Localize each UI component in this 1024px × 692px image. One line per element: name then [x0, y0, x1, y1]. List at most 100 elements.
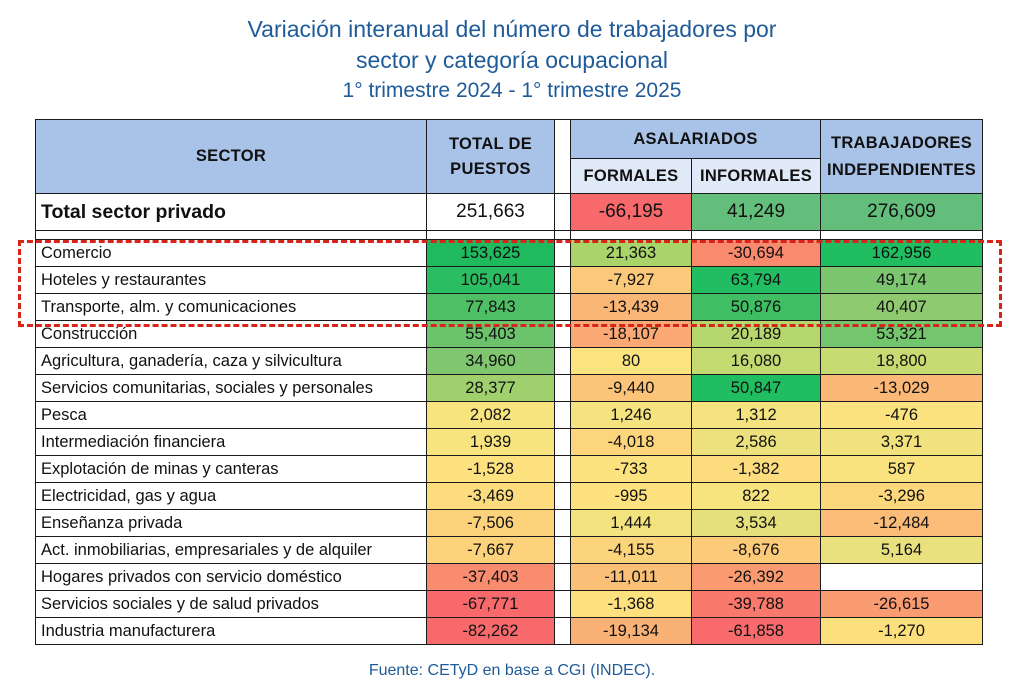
row-sector: Hogares privados con servicio doméstico [35, 563, 427, 591]
row-total: 77,843 [426, 293, 555, 321]
row-informales: 2,586 [691, 428, 821, 456]
row-formales: -4,018 [570, 428, 692, 456]
total-row-independientes: 276,609 [820, 193, 983, 231]
table-body: Comercio 153,625 21,363 -30,694 162,956 Hotel… [35, 239, 983, 645]
row-gap [554, 455, 571, 483]
row-gap [554, 482, 571, 510]
header-formales: FORMALES [570, 158, 692, 194]
row-sector: Construcción [35, 320, 427, 348]
row-gap [554, 374, 571, 402]
row-informales: -8,676 [691, 536, 821, 564]
row-informales: -30,694 [691, 239, 821, 267]
row-sector: Explotación de minas y canteras [35, 455, 427, 483]
row-sector: Hoteles y restaurantes [35, 266, 427, 294]
row-total: 153,625 [426, 239, 555, 267]
table-row: Hoteles y restaurantes 105,041 -7,927 63,79… [35, 266, 983, 294]
table-row: Construcción 55,403 -18,107 20,189 53,321 [35, 320, 983, 348]
row-independientes: 18,800 [820, 347, 983, 375]
row-sector: Industria manufacturera [35, 617, 427, 645]
title-line-3: 1° trimestre 2024 - 1° trimestre 2025 [342, 79, 682, 102]
table-row: Electricidad, gas y agua -3,469 -995 822 -3,… [35, 482, 983, 510]
row-independientes: -12,484 [820, 509, 983, 537]
row-gap [554, 266, 571, 294]
table-row: Pesca 2,082 1,246 1,312 -476 [35, 401, 983, 429]
header-gap [554, 119, 571, 194]
row-total: 28,377 [426, 374, 555, 402]
row-formales: 21,363 [570, 239, 692, 267]
row-independientes: -1,270 [820, 617, 983, 645]
row-gap [554, 563, 571, 591]
row-gap [554, 401, 571, 429]
source-note: Fuente: CETyD en base a CGI (INDEC). [368, 662, 656, 679]
row-independientes: 49,174 [820, 266, 983, 294]
header-total-line2: PUESTOS [450, 159, 531, 178]
total-row-formales: -66,195 [570, 193, 692, 231]
row-informales: 50,847 [691, 374, 821, 402]
row-independientes: -13,029 [820, 374, 983, 402]
total-row-total: 251,663 [426, 193, 555, 231]
row-independientes: -3,296 [820, 482, 983, 510]
row-informales: 63,794 [691, 266, 821, 294]
total-row-gap [554, 193, 571, 231]
row-gap [554, 320, 571, 348]
row-formales: 80 [570, 347, 692, 375]
row-informales: 16,080 [691, 347, 821, 375]
row-independientes: 53,321 [820, 320, 983, 348]
header-asalariados: ASALARIADOS [570, 119, 821, 159]
row-total: -82,262 [426, 617, 555, 645]
row-independientes: 3,371 [820, 428, 983, 456]
total-row-informales: 41,249 [691, 193, 821, 231]
row-informales: -39,788 [691, 590, 821, 618]
table-row: Servicios sociales y de salud privados -6… [35, 590, 983, 618]
row-formales: -18,107 [570, 320, 692, 348]
header-total-line1: TOTAL DE [448, 134, 533, 153]
row-total: -3,469 [426, 482, 555, 510]
row-formales: -11,011 [570, 563, 692, 591]
row-sector: Intermediación financiera [35, 428, 427, 456]
table-row: Enseñanza privada -7,506 1,444 3,534 -12,484 [35, 509, 983, 537]
row-formales: -995 [570, 482, 692, 510]
table-row: Comercio 153,625 21,363 -30,694 162,956 [35, 239, 983, 267]
row-gap [554, 590, 571, 618]
row-total: 105,041 [426, 266, 555, 294]
table-row: Agricultura, ganadería, caza y silvicult… [35, 347, 983, 375]
row-independientes: 40,407 [820, 293, 983, 321]
table-row: Servicios comunitarias, sociales y perso… [35, 374, 983, 402]
table-row: Hogares privados con servicio doméstico -… [35, 563, 983, 591]
row-formales: 1,246 [570, 401, 692, 429]
row-total: -7,506 [426, 509, 555, 537]
header-informales: INFORMALES [691, 158, 821, 194]
separator-row [35, 230, 983, 240]
table-row: Act. inmobiliarias, empresariales y de a… [35, 536, 983, 564]
row-total: -1,528 [426, 455, 555, 483]
row-sector: Act. inmobiliarias, empresariales y de a… [35, 536, 427, 564]
row-sector: Pesca [35, 401, 427, 429]
row-independientes: 162,956 [820, 239, 983, 267]
row-sector: Agricultura, ganadería, caza y silvicult… [35, 347, 427, 375]
total-row-sector: Total sector privado [35, 193, 427, 231]
row-informales: 822 [691, 482, 821, 510]
row-total: -67,771 [426, 590, 555, 618]
table-row: Transporte, alm. y comunicaciones 77,843-… [35, 293, 983, 321]
row-gap [554, 239, 571, 267]
row-independientes [820, 563, 983, 591]
header-indep-line2: INDEPENDIENTES [826, 160, 977, 179]
row-gap [554, 293, 571, 321]
title-line-2: sector y categoría ocupacional [356, 47, 668, 73]
row-total: 55,403 [426, 320, 555, 348]
table-row: Industria manufacturera -82,262 -19,134 -61… [35, 617, 983, 645]
row-total: 2,082 [426, 401, 555, 429]
row-total: 34,960 [426, 347, 555, 375]
row-gap [554, 347, 571, 375]
row-informales: -26,392 [691, 563, 821, 591]
row-formales: -13,439 [570, 293, 692, 321]
row-informales: 1,312 [691, 401, 821, 429]
row-sector: Enseñanza privada [35, 509, 427, 537]
header-total: TOTAL DE PUESTOS [426, 119, 555, 194]
row-independientes: 5,164 [820, 536, 983, 564]
header-independientes: TRABAJADORES INDEPENDIENTES [820, 119, 983, 194]
row-sector: Transporte, alm. y comunicaciones [35, 293, 427, 321]
row-gap [554, 428, 571, 456]
row-informales: -1,382 [691, 455, 821, 483]
row-total: -37,403 [426, 563, 555, 591]
